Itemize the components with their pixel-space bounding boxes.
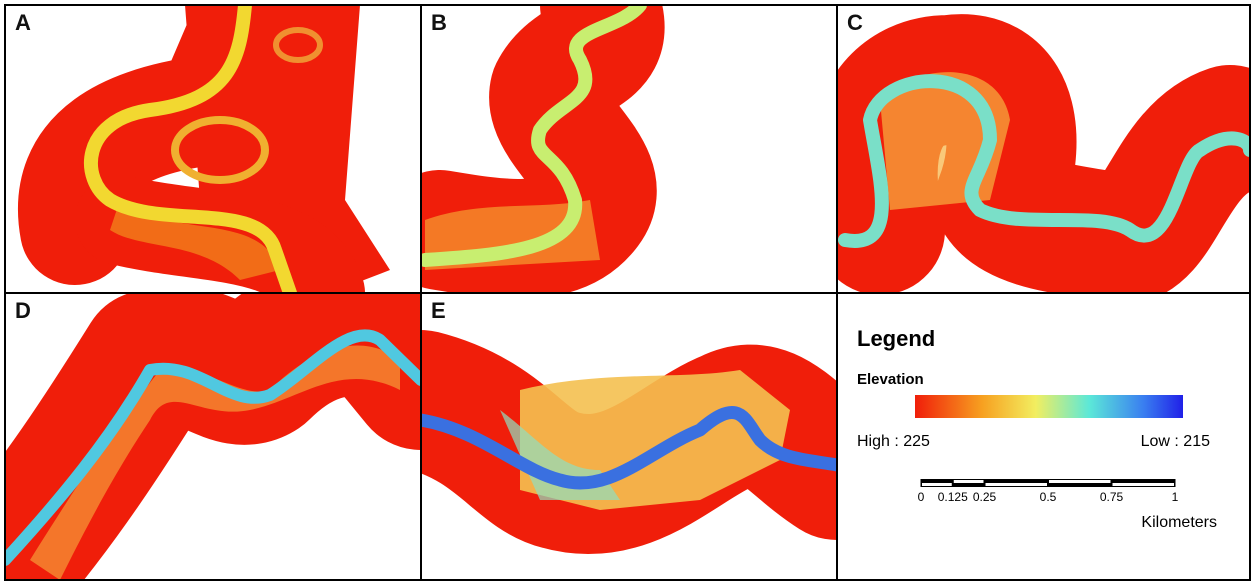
map-panel xyxy=(421,370,837,510)
scale-segment xyxy=(1049,480,1111,483)
scale-unit: Kilometers xyxy=(1141,514,1217,531)
scale-tick-label: 0.5 xyxy=(1040,490,1057,504)
legend-title: Legend xyxy=(857,326,935,351)
panel-label: B xyxy=(431,10,447,35)
color-ramp xyxy=(915,395,1183,418)
scale-tick-label: 1 xyxy=(1172,490,1179,504)
scale-segment xyxy=(1113,483,1175,486)
map-panel xyxy=(73,5,390,293)
map-panel xyxy=(5,326,421,580)
scale-tick-label: 0.125 xyxy=(938,490,968,504)
scale-tick-label: 0.25 xyxy=(973,490,997,504)
legend-high: High : 225 xyxy=(857,433,930,450)
scale-segment xyxy=(922,483,952,486)
legend-subtitle: Elevation xyxy=(857,371,924,388)
map-panel xyxy=(845,72,1250,241)
map-panel xyxy=(425,5,640,270)
legend-low: Low : 215 xyxy=(1141,433,1210,450)
panel-label: D xyxy=(15,298,31,323)
scale-tick-label: 0 xyxy=(918,490,925,504)
figure: A B C D E Legend Elevation High : 225 Lo… xyxy=(0,0,1252,582)
scale-segment xyxy=(986,483,1048,486)
panel-label: E xyxy=(431,298,446,323)
scale-bar: 0 0.125 0.25 0.5 0.75 1 xyxy=(918,479,1179,504)
panel-label: C xyxy=(847,10,863,35)
scale-tick-label: 0.75 xyxy=(1100,490,1124,504)
scale-segment xyxy=(954,480,984,483)
panel-label: A xyxy=(15,10,31,35)
